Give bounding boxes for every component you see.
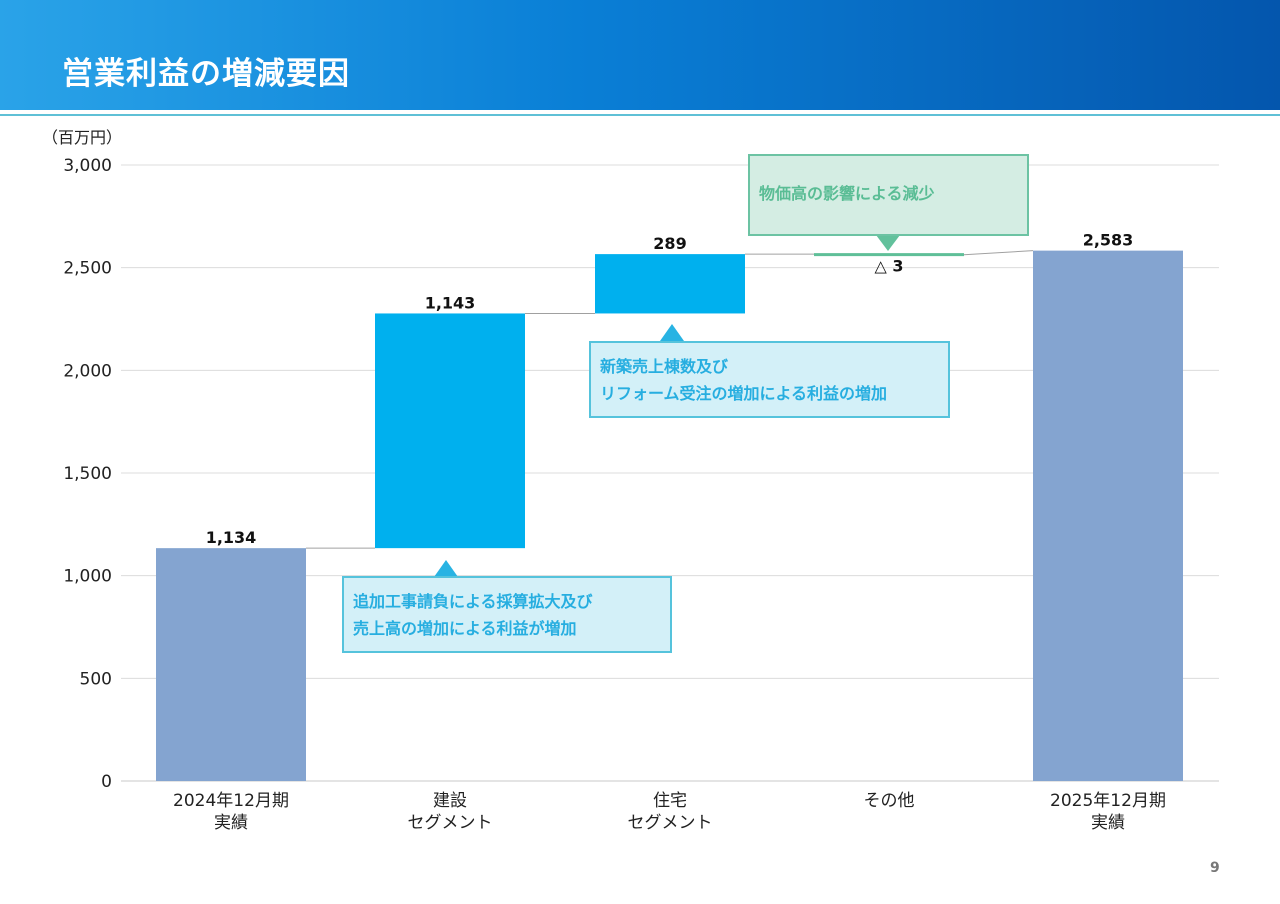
category-label: 住宅	[653, 791, 687, 811]
page-number: 9	[1210, 860, 1220, 876]
data-label: 2,583	[1083, 231, 1134, 250]
callout-housing: 新築売上棟数及び リフォーム受注の増加による利益の増加	[589, 341, 950, 418]
category-label: セグメント	[628, 813, 713, 833]
callout-line: 物価高の影響による減少	[759, 184, 935, 203]
unit-label: （百万円）	[42, 128, 123, 147]
callout-other: 物価高の影響による減少	[748, 154, 1029, 236]
data-label: 1,134	[206, 528, 257, 547]
category-label: その他	[864, 791, 915, 811]
y-tick-label: 1,500	[63, 464, 112, 484]
callout-line: 売上高の増加による利益が増加	[353, 619, 577, 638]
waterfall-bar	[375, 313, 525, 549]
callout-pointer	[434, 560, 458, 577]
data-label: 1,143	[425, 293, 476, 312]
waterfall-bar	[156, 548, 306, 781]
category-label: 2025年12月期	[1050, 791, 1166, 811]
callout-pointer	[876, 235, 900, 251]
callout-construction: 追加工事請負による採算拡大及び 売上高の増加による利益が増加	[342, 576, 672, 653]
category-label: 建設	[433, 791, 467, 811]
callout-pointer	[660, 324, 684, 341]
y-tick-label: 0	[101, 772, 112, 792]
waterfall-bar	[595, 254, 745, 314]
data-label: 289	[653, 234, 686, 253]
page-title: 営業利益の増減要因	[62, 56, 350, 92]
y-tick-label: 500	[80, 669, 112, 689]
y-tick-label: 3,000	[63, 156, 112, 176]
category-label: 2024年12月期	[173, 791, 289, 811]
category-label: 実績	[1091, 813, 1125, 833]
callout-line: 新築売上棟数及び	[600, 357, 729, 376]
header-banner	[0, 0, 1280, 110]
callout-line: リフォーム受注の増加による利益の増加	[600, 384, 888, 403]
connector-line	[963, 250, 1034, 256]
waterfall-bar	[814, 253, 964, 257]
category-label: 実績	[214, 813, 248, 833]
header-divider	[0, 114, 1280, 116]
y-tick-label: 1,000	[63, 567, 112, 587]
y-tick-label: 2,500	[63, 259, 112, 279]
waterfall-bar	[1033, 250, 1183, 781]
category-label: セグメント	[408, 813, 493, 833]
y-tick-label: 2,000	[63, 361, 112, 381]
data-label: △ 3	[874, 257, 903, 276]
callout-line: 追加工事請負による採算拡大及び	[353, 592, 593, 611]
